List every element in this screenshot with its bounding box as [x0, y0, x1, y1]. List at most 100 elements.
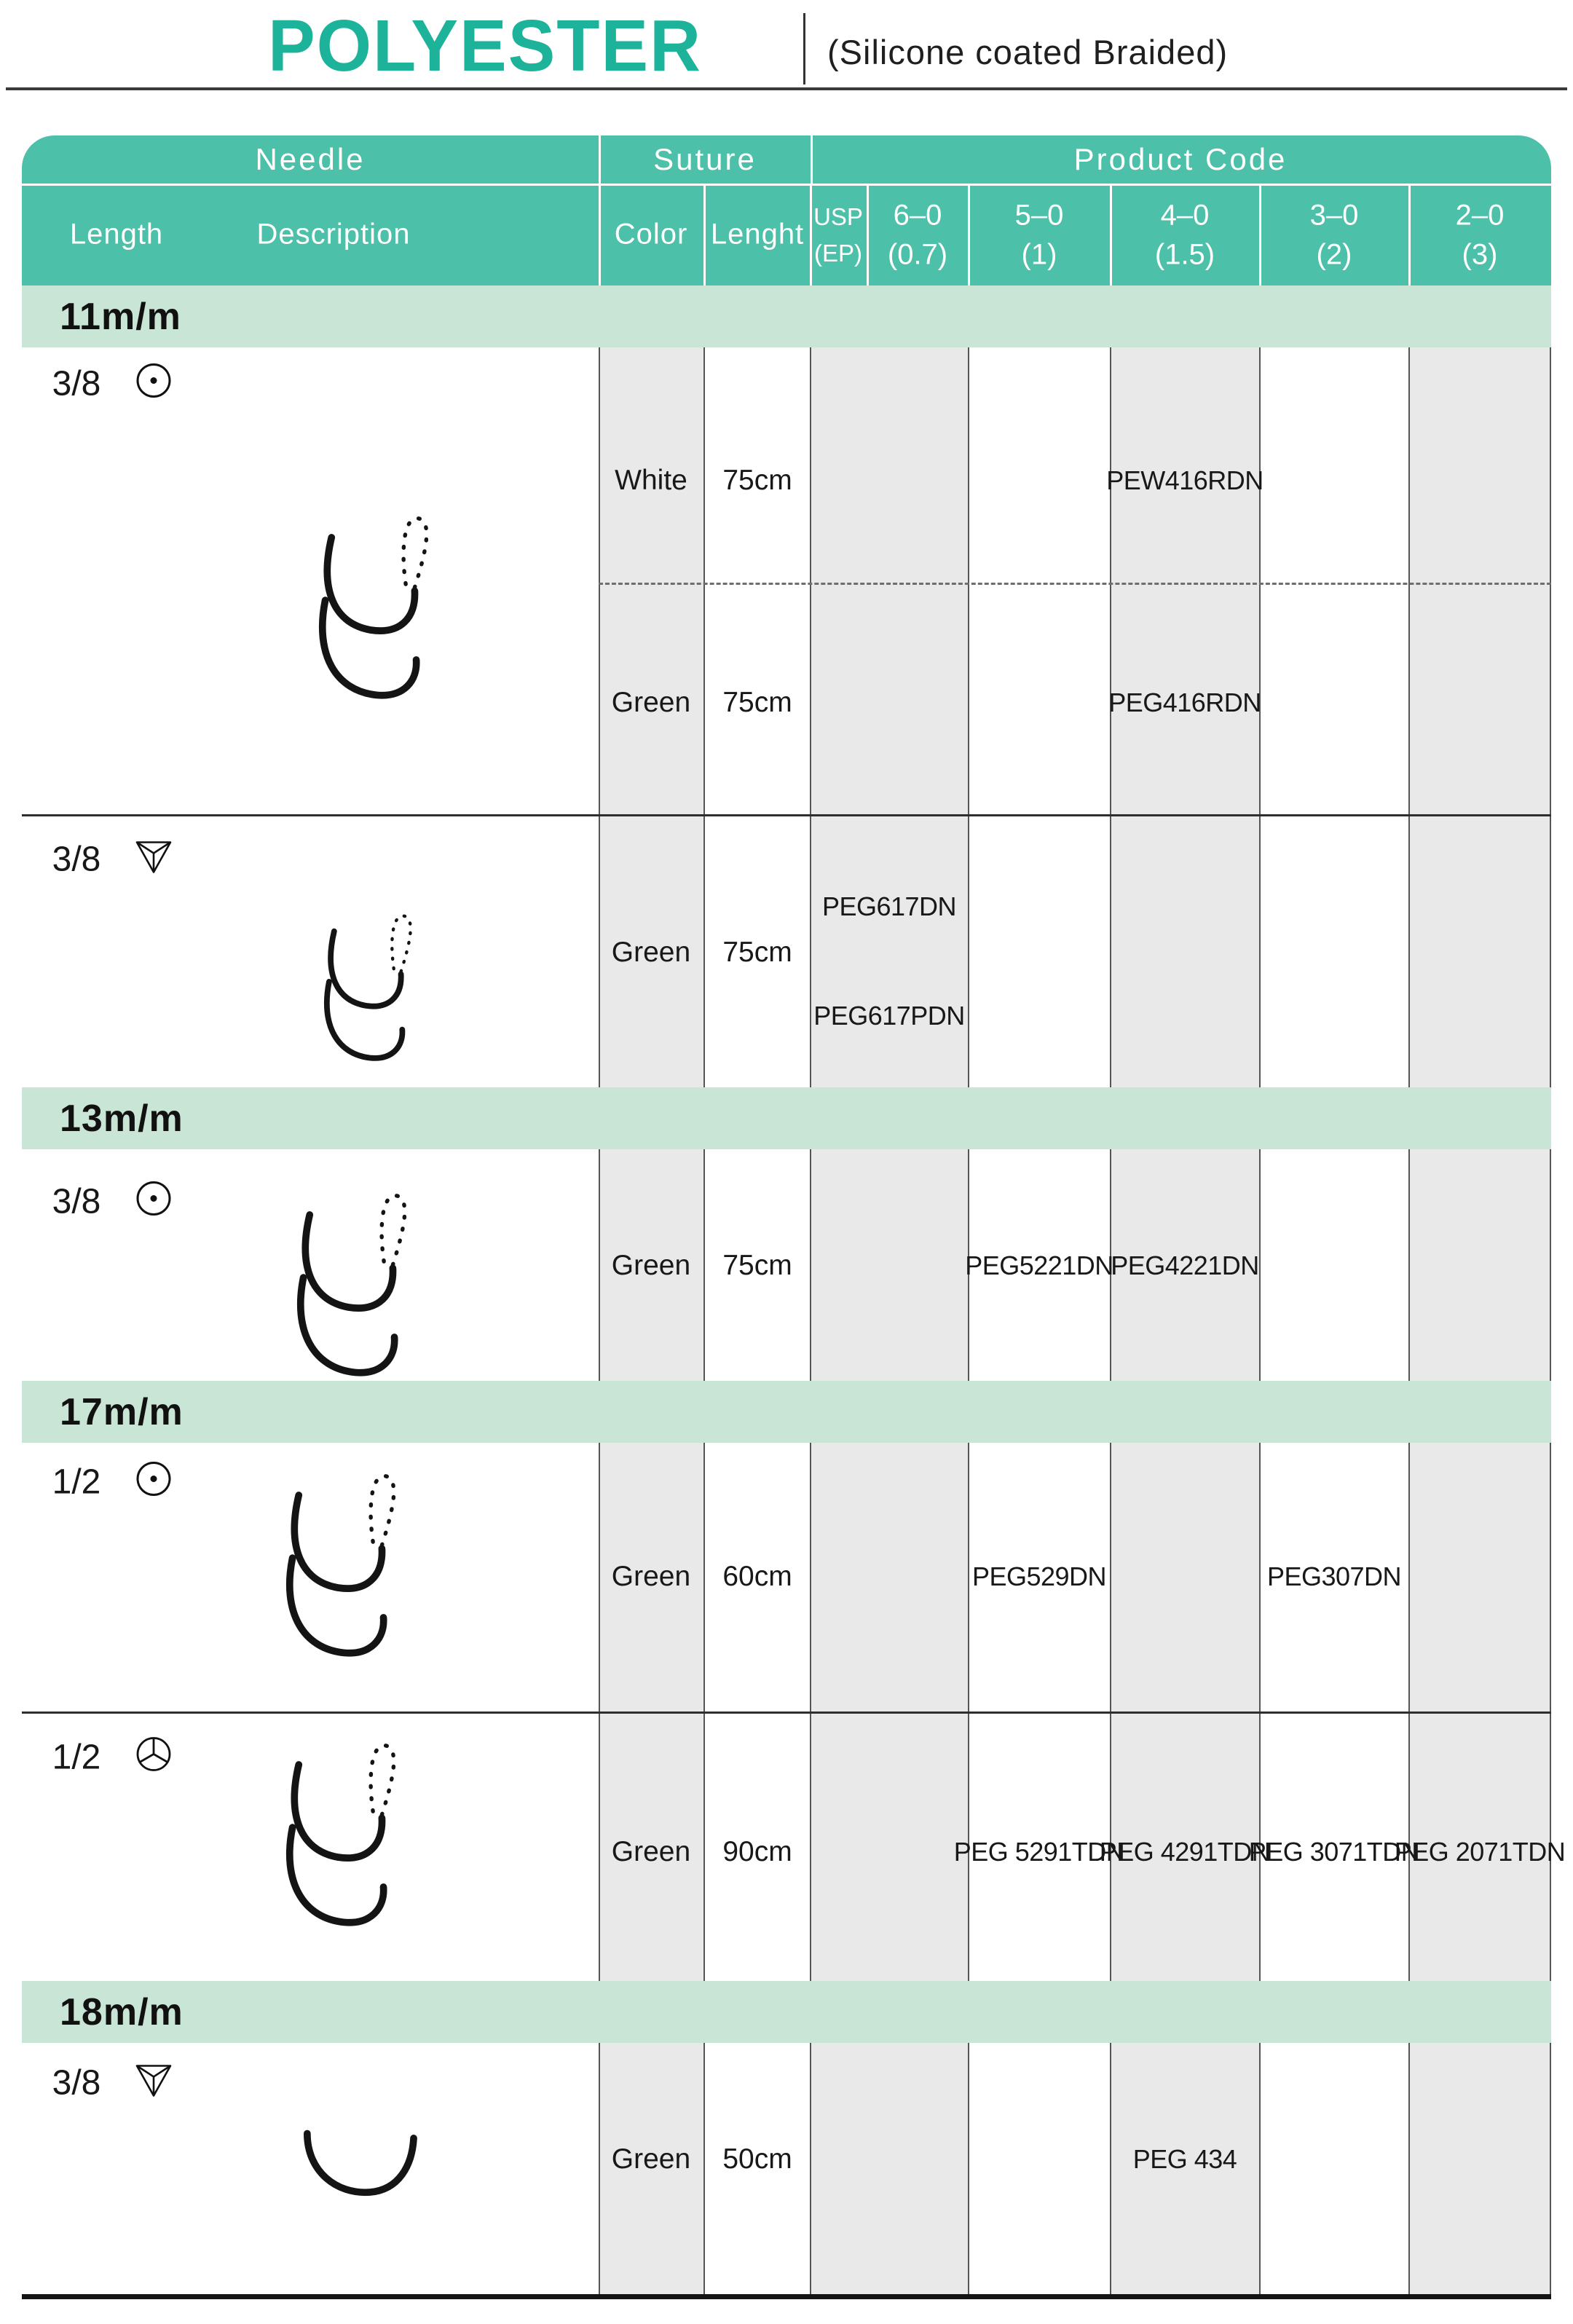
product-code-cell: PEG 3071TDN	[1248, 1837, 1420, 1867]
title-rule	[6, 87, 1567, 90]
shade-4-0-column	[1111, 285, 1260, 2296]
header-col-line	[1408, 186, 1411, 285]
page-title: POLYESTER	[268, 5, 703, 87]
product-code-cell: PEG5221DN	[965, 1250, 1113, 1280]
header-col-line	[1259, 186, 1261, 285]
header-col-3-0-line1: 3–0	[1309, 199, 1359, 232]
header-col-5-0-line2: (1)	[1021, 238, 1057, 271]
length-cell: 75cm	[722, 687, 792, 718]
header-col-line	[968, 186, 970, 285]
length-cell: 75cm	[722, 465, 792, 496]
shade-usp-6-0-column	[811, 285, 969, 2296]
product-table: Needle Suture Product Code Length Descri…	[22, 135, 1566, 2309]
cutting-icon	[133, 2062, 174, 2105]
header-col-line	[703, 186, 706, 285]
row-divider	[22, 814, 1551, 816]
header-col-lenght: Lenght	[710, 218, 805, 251]
needle-arc-label: 3/8	[52, 1182, 101, 1221]
header-col-2-0-line1: 2–0	[1455, 199, 1505, 232]
needle-arc-label: 3/8	[52, 364, 101, 403]
table-header: Needle Suture Product Code Length Descri…	[22, 135, 1551, 285]
color-cell: Green	[611, 937, 691, 968]
product-code-cell: PEG617DN	[821, 891, 957, 921]
header-col-6-0-line1: 6–0	[893, 199, 942, 232]
header-group-product-code: Product Code	[1073, 142, 1288, 176]
product-code-cell: PEG 4291TDN	[1099, 1837, 1271, 1867]
row-divider	[22, 1712, 1551, 1714]
header-col-usp-line2: (EP)	[814, 240, 862, 267]
title-divider	[803, 13, 805, 84]
needle-arc-label: 3/8	[52, 840, 101, 879]
needle-illustration	[313, 513, 488, 720]
header-col-line	[867, 186, 869, 285]
color-cell: Green	[611, 1836, 691, 1867]
color-cell: White	[615, 465, 687, 496]
product-code-cell: PEG4221DN	[1111, 1250, 1259, 1280]
product-code-cell: PEW416RDN	[1106, 465, 1263, 495]
needle-arc-label: 1/2	[52, 1462, 101, 1502]
dashed-row-divider	[599, 583, 1551, 585]
header-group-needle: Needle	[255, 142, 366, 176]
cutting-icon	[133, 838, 174, 881]
section-band-18mm: 18m/m	[22, 1981, 1551, 2043]
length-cell: 50cm	[722, 2143, 792, 2175]
section-label: 18m/m	[60, 1990, 184, 2033]
header-col-description: Description	[256, 218, 411, 251]
header-col-2-0-line2: (3)	[1462, 238, 1498, 271]
product-code-cell: PEG529DN	[971, 1561, 1107, 1591]
needle-illustration	[280, 1470, 455, 1678]
header-col-4-0-line2: (1.5)	[1154, 238, 1215, 271]
header-col-line	[599, 186, 601, 285]
needle-illustration	[293, 2122, 450, 2213]
column-line	[1110, 285, 1111, 2296]
length-cell: 90cm	[722, 1836, 792, 1867]
needle-arc-label: 3/8	[52, 2063, 101, 2103]
needle-illustration	[280, 1740, 455, 1947]
length-cell: 60cm	[722, 1561, 792, 1592]
header-col-3-0-line2: (2)	[1316, 238, 1352, 271]
shade-color-column	[599, 285, 704, 2296]
header-col-length: Length	[69, 218, 164, 251]
column-line	[1259, 285, 1261, 2296]
header-divider	[22, 184, 1551, 186]
section-band-17mm: 17m/m	[22, 1381, 1551, 1443]
column-line	[1408, 285, 1410, 2296]
shade-2-0-column	[1409, 285, 1551, 2296]
product-code-cell: PEG 2071TDN	[1394, 1837, 1566, 1867]
taper-point-icon	[134, 1460, 173, 1502]
header-col-color: Color	[614, 218, 688, 251]
color-cell: Green	[611, 1561, 691, 1592]
section-label: 11m/m	[60, 295, 181, 338]
needle-arc-label: 1/2	[52, 1738, 101, 1777]
column-line	[703, 285, 705, 2296]
product-code-cell: PEG 5291TDN	[953, 1837, 1125, 1867]
header-col-5-0-line1: 5–0	[1014, 199, 1064, 232]
product-code-cell: PEG617PDN	[813, 1001, 965, 1031]
header-group-line	[599, 135, 601, 184]
header-col-6-0-line2: (0.7)	[887, 238, 948, 271]
color-cell: Green	[611, 687, 691, 718]
column-line	[599, 285, 600, 2296]
needle-illustration	[315, 911, 465, 1079]
column-line	[810, 285, 811, 2296]
needle-illustration	[291, 1190, 466, 1398]
header-group-line	[811, 135, 813, 184]
header-col-line	[810, 186, 812, 285]
length-cell: 75cm	[722, 1250, 792, 1281]
color-cell: Green	[611, 2143, 691, 2175]
header-col-line	[1110, 186, 1112, 285]
color-cell: Green	[611, 1250, 691, 1281]
section-band-11mm: 11m/m	[22, 285, 1551, 347]
product-code-cell: PEG307DN	[1266, 1561, 1402, 1591]
header-group-suture: Suture	[653, 142, 757, 176]
header-col-usp-line1: USP	[813, 203, 863, 230]
product-code-cell: PEG416RDN	[1108, 688, 1261, 717]
section-label: 17m/m	[60, 1390, 184, 1433]
column-line	[1550, 285, 1551, 2296]
section-label: 13m/m	[60, 1097, 184, 1140]
product-code-cell: PEG 434	[1132, 2144, 1237, 2174]
taper-point-icon	[134, 361, 173, 404]
taper-cut-icon	[134, 1735, 173, 1778]
length-cell: 75cm	[722, 937, 792, 968]
